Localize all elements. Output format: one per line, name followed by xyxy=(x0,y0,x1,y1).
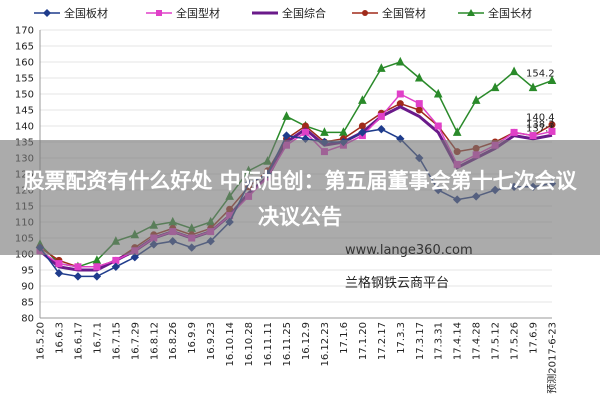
x-tick-label: 17.3.17 xyxy=(415,322,426,360)
marker xyxy=(396,90,404,98)
marker xyxy=(282,131,291,140)
marker xyxy=(452,127,462,136)
data-label: 138.3 xyxy=(526,119,555,130)
x-tick-label: 17.1.6 xyxy=(339,322,350,354)
marker xyxy=(395,56,405,66)
legend: 全国板材 全国型材 全国综合 全国管材 全国长材 xyxy=(34,6,532,20)
marker xyxy=(415,100,423,108)
x-tick-label: 17.3.3 xyxy=(396,322,407,354)
y-tick-label: 160 xyxy=(15,58,34,69)
marker xyxy=(93,263,101,271)
banner xyxy=(0,140,600,255)
x-tick-label: 17.5.12 xyxy=(491,322,502,360)
x-tick-label: 16.12.23 xyxy=(320,322,331,367)
y-tick-label: 150 xyxy=(15,90,34,101)
marker xyxy=(358,95,367,104)
marker xyxy=(510,128,518,136)
y-tick-label: 95 xyxy=(21,266,34,277)
marker xyxy=(490,82,500,92)
x-tick-label: 16.6.17 xyxy=(73,322,84,360)
legend-marker xyxy=(156,10,162,16)
marker xyxy=(358,128,367,137)
x-tick-label: 17.6.9 xyxy=(529,322,540,354)
legend-label: 全国板材 xyxy=(64,6,108,20)
x-tick-label: 16.10.14 xyxy=(225,322,236,367)
marker xyxy=(301,128,309,136)
y-tick-label: 100 xyxy=(15,250,34,261)
marker xyxy=(377,63,386,72)
marker xyxy=(111,262,121,272)
x-tick-label: 16.5.20 xyxy=(36,322,47,360)
x-tick-label: 16.8.12 xyxy=(149,322,160,360)
x-tick-label: 16.10.28 xyxy=(244,322,255,367)
x-tick-label: 17.2.17 xyxy=(377,322,388,360)
y-tick-label: 155 xyxy=(15,74,34,85)
marker xyxy=(434,122,442,130)
y-tick-label: 165 xyxy=(15,42,34,53)
x-tick-label: 16.11.11 xyxy=(263,322,274,367)
legend-symbol xyxy=(43,9,51,17)
marker xyxy=(358,122,366,130)
marker xyxy=(548,127,556,135)
marker xyxy=(547,75,557,85)
y-tick-label: 85 xyxy=(21,298,34,309)
marker xyxy=(320,127,329,136)
marker xyxy=(528,82,538,92)
watermark: www.lange360.com xyxy=(345,243,473,258)
legend-label: 全国综合 xyxy=(282,6,326,20)
legend-marker xyxy=(362,10,368,16)
legend-label: 全国长材 xyxy=(488,6,532,20)
legend-symbol xyxy=(362,10,368,16)
legend-marker xyxy=(43,9,51,17)
data-label: 140.4 xyxy=(526,113,555,124)
x-tick-label: 16.7.1 xyxy=(92,322,103,354)
marker xyxy=(377,124,386,134)
x-tick-label: 16.8.26 xyxy=(168,322,179,360)
x-tick-label: 16.11.25 xyxy=(282,322,293,367)
x-tick-label: 16.7.15 xyxy=(111,322,122,360)
marker xyxy=(529,132,537,140)
data-label: 137.1 xyxy=(526,123,555,134)
marker xyxy=(471,95,481,104)
marker xyxy=(112,256,120,264)
marker xyxy=(509,66,519,76)
legend-marker xyxy=(467,9,475,16)
x-tick-label: 17.3.31 xyxy=(434,322,445,360)
headline: 股票配资有什么好处 中际旭创：第五届董事会第十七次会议决议公告 xyxy=(23,169,577,229)
legend-symbol xyxy=(156,10,162,16)
y-tick-label: 90 xyxy=(21,282,34,293)
marker xyxy=(74,263,82,271)
marker xyxy=(130,252,140,262)
legend-label: 全国型材 xyxy=(176,6,220,20)
x-tick-label: 17.1.20 xyxy=(358,322,369,360)
y-tick-label: 145 xyxy=(15,106,34,117)
legend-symbol xyxy=(467,9,475,16)
y-tick-label: 140 xyxy=(15,122,34,133)
marker xyxy=(73,272,83,281)
x-tick-label: 17.5.26 xyxy=(510,322,521,360)
x-tick-label: 16.12.9 xyxy=(301,322,312,360)
data-label: 154.2 xyxy=(526,69,555,80)
x-tick-label: 17.4.14 xyxy=(453,322,464,360)
x-tick-label: 16.6.3 xyxy=(54,322,65,354)
marker xyxy=(377,112,385,120)
x-tick-label: 预测2017-6-23 xyxy=(546,322,559,394)
x-tick-label: 16.9.23 xyxy=(206,322,217,360)
x-tick-label: 16.9.9 xyxy=(187,322,198,354)
marker xyxy=(548,121,556,129)
marker xyxy=(92,272,102,281)
legend-label: 全国管材 xyxy=(382,6,426,20)
marker xyxy=(55,260,63,268)
marker xyxy=(415,106,423,114)
x-tick-label: 16.7.29 xyxy=(130,322,141,360)
y-tick-label: 80 xyxy=(21,314,34,325)
marker xyxy=(433,88,443,98)
marker xyxy=(414,72,424,82)
x-tick-label: 17.4.28 xyxy=(472,322,483,360)
brand: 兰格钢铁云商平台 xyxy=(345,276,450,291)
marker xyxy=(282,111,291,120)
marker xyxy=(54,268,64,278)
y-tick-label: 170 xyxy=(15,26,34,37)
